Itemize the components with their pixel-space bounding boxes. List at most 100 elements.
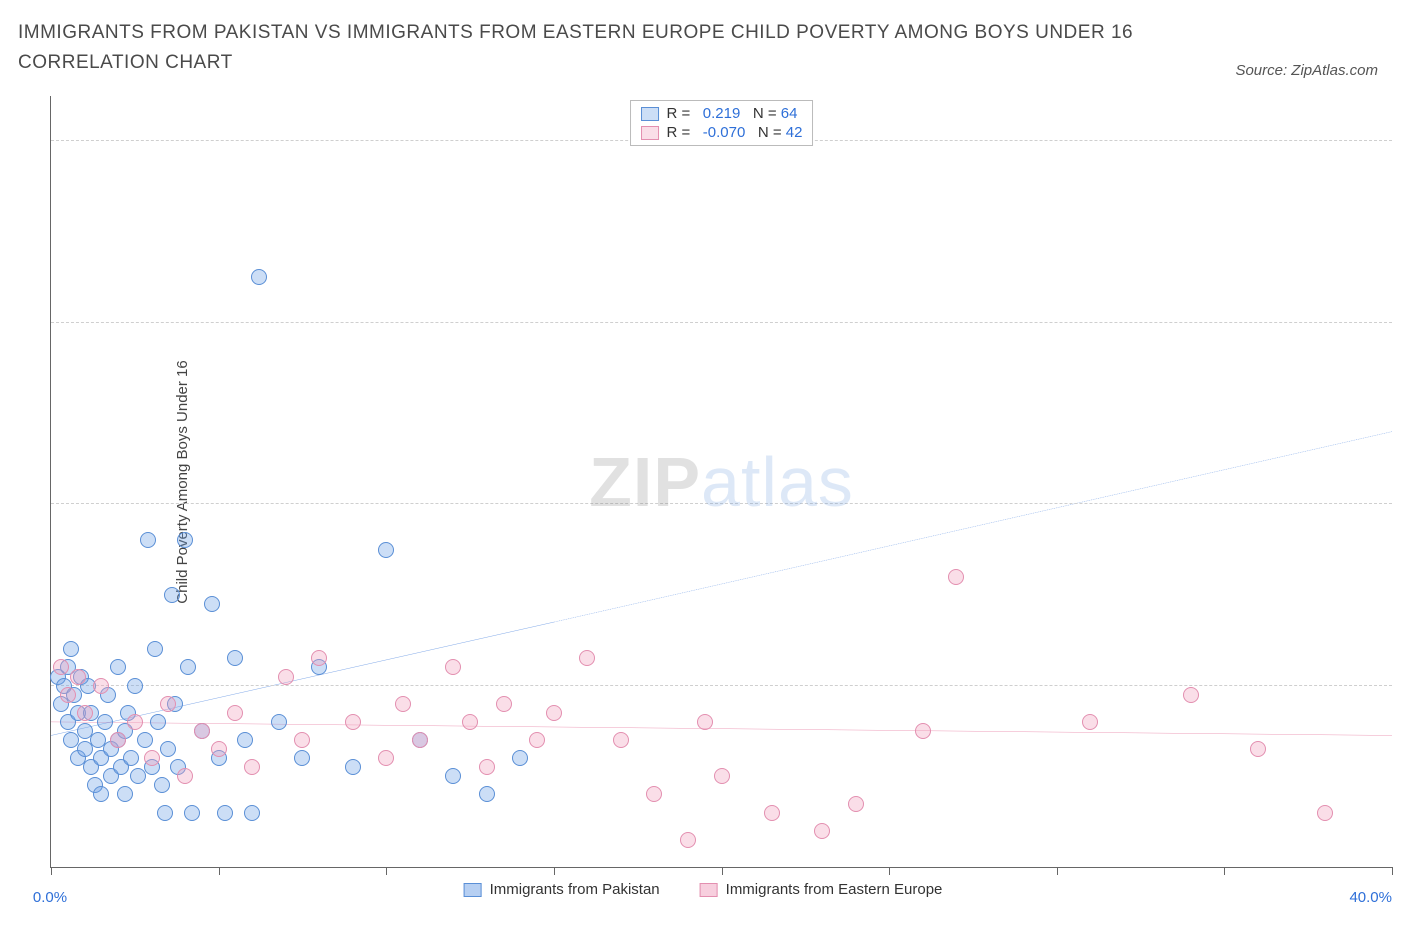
- data-point-pakistan: [378, 542, 394, 558]
- data-point-pakistan: [110, 659, 126, 675]
- legend-label: Immigrants from Eastern Europe: [726, 881, 943, 898]
- data-point-eastern_europe: [680, 832, 696, 848]
- series-legend: Immigrants from Pakistan Immigrants from …: [464, 881, 943, 898]
- data-point-pakistan: [160, 741, 176, 757]
- y-tick-label: 20.0%: [1402, 660, 1406, 677]
- data-point-pakistan: [150, 714, 166, 730]
- data-point-pakistan: [251, 269, 267, 285]
- x-tick: [722, 867, 723, 875]
- watermark: ZIPatlas: [589, 442, 854, 522]
- data-point-pakistan: [445, 768, 461, 784]
- data-point-pakistan: [294, 750, 310, 766]
- data-point-eastern_europe: [1250, 741, 1266, 757]
- x-tick: [1224, 867, 1225, 875]
- data-point-eastern_europe: [1082, 714, 1098, 730]
- data-point-pakistan: [345, 759, 361, 775]
- data-point-eastern_europe: [144, 750, 160, 766]
- data-point-eastern_europe: [278, 669, 294, 685]
- legend-top-row-pakistan: R = 0.219 N = 64: [641, 105, 803, 122]
- data-point-eastern_europe: [53, 659, 69, 675]
- watermark-atlas: atlas: [701, 443, 854, 521]
- data-point-pakistan: [237, 732, 253, 748]
- data-point-pakistan: [217, 805, 233, 821]
- data-point-eastern_europe: [546, 705, 562, 721]
- x-tick: [889, 867, 890, 875]
- data-point-pakistan: [244, 805, 260, 821]
- data-point-pakistan: [271, 714, 287, 730]
- swatch-icon: [641, 126, 659, 140]
- data-point-pakistan: [180, 659, 196, 675]
- data-point-pakistan: [512, 750, 528, 766]
- data-point-eastern_europe: [395, 696, 411, 712]
- data-point-eastern_europe: [311, 650, 327, 666]
- swatch-icon: [464, 883, 482, 897]
- data-point-eastern_europe: [948, 569, 964, 585]
- data-point-eastern_europe: [1317, 805, 1333, 821]
- data-point-pakistan: [140, 532, 156, 548]
- plot-area: Child Poverty Among Boys Under 16 ZIPatl…: [50, 96, 1392, 868]
- y-tick-label: 80.0%: [1402, 116, 1406, 133]
- data-point-eastern_europe: [244, 759, 260, 775]
- data-point-eastern_europe: [646, 786, 662, 802]
- data-point-pakistan: [184, 805, 200, 821]
- data-point-pakistan: [147, 641, 163, 657]
- data-point-eastern_europe: [127, 714, 143, 730]
- legend-stat-text: R = -0.070 N = 42: [667, 124, 803, 141]
- grid-line: [51, 685, 1392, 686]
- chart-title: IMMIGRANTS FROM PAKISTAN VS IMMIGRANTS F…: [18, 18, 1146, 79]
- data-point-eastern_europe: [211, 741, 227, 757]
- x-tick-label: 40.0%: [1349, 889, 1392, 906]
- data-point-pakistan: [63, 641, 79, 657]
- x-tick: [51, 867, 52, 875]
- data-point-pakistan: [154, 777, 170, 793]
- data-point-eastern_europe: [714, 768, 730, 784]
- legend-label: Immigrants from Pakistan: [490, 881, 660, 898]
- legend-bottom-item: Immigrants from Pakistan: [464, 881, 660, 898]
- grid-line: [51, 322, 1392, 323]
- legend-top-row-eastern_europe: R = -0.070 N = 42: [641, 124, 803, 141]
- data-point-eastern_europe: [345, 714, 361, 730]
- data-point-eastern_europe: [77, 705, 93, 721]
- watermark-zip: ZIP: [589, 443, 701, 521]
- data-point-pakistan: [177, 532, 193, 548]
- data-point-eastern_europe: [496, 696, 512, 712]
- swatch-icon: [641, 107, 659, 121]
- data-point-eastern_europe: [177, 768, 193, 784]
- data-point-eastern_europe: [462, 714, 478, 730]
- data-point-eastern_europe: [93, 678, 109, 694]
- data-point-pakistan: [204, 596, 220, 612]
- data-point-pakistan: [157, 805, 173, 821]
- legend-bottom-item: Immigrants from Eastern Europe: [700, 881, 943, 898]
- data-point-pakistan: [227, 650, 243, 666]
- data-point-pakistan: [123, 750, 139, 766]
- trend-lines: [51, 96, 1392, 867]
- data-point-eastern_europe: [848, 796, 864, 812]
- data-point-pakistan: [127, 678, 143, 694]
- data-point-eastern_europe: [160, 696, 176, 712]
- data-point-eastern_europe: [110, 732, 126, 748]
- data-point-eastern_europe: [915, 723, 931, 739]
- data-point-eastern_europe: [613, 732, 629, 748]
- data-point-pakistan: [164, 587, 180, 603]
- data-point-eastern_europe: [194, 723, 210, 739]
- data-point-eastern_europe: [378, 750, 394, 766]
- legend-stat-text: R = 0.219 N = 64: [667, 105, 798, 122]
- trend-line-eastern_europe: [51, 722, 1392, 736]
- data-point-eastern_europe: [70, 669, 86, 685]
- data-point-eastern_europe: [294, 732, 310, 748]
- data-point-eastern_europe: [764, 805, 780, 821]
- data-point-eastern_europe: [697, 714, 713, 730]
- trend-line-dashed-pakistan: [554, 432, 1392, 622]
- data-point-pakistan: [479, 786, 495, 802]
- data-point-eastern_europe: [445, 659, 461, 675]
- x-tick: [554, 867, 555, 875]
- data-point-eastern_europe: [579, 650, 595, 666]
- x-tick: [1392, 867, 1393, 875]
- data-point-eastern_europe: [1183, 687, 1199, 703]
- x-tick: [219, 867, 220, 875]
- x-tick: [386, 867, 387, 875]
- y-axis-label: Child Poverty Among Boys Under 16: [174, 360, 191, 603]
- x-tick-label: 0.0%: [33, 889, 67, 906]
- y-tick-label: 40.0%: [1402, 479, 1406, 496]
- data-point-pakistan: [117, 786, 133, 802]
